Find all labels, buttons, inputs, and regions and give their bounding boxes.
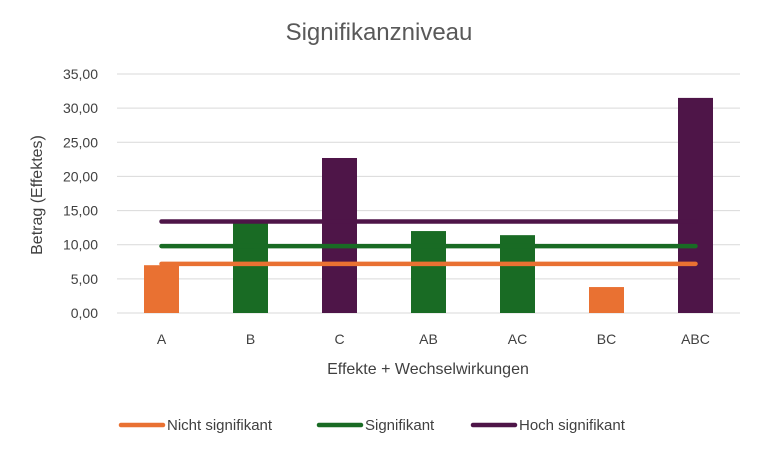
bar-b [233,222,268,313]
y-axis-ticks: 0,00 5,00 10,00 15,00 20,00 25,00 30,00 35,00 [63,66,98,321]
y-tick-label: 25,00 [63,134,98,150]
x-tick-label: BC [597,331,616,347]
legend-label: Signifikant [365,417,435,434]
bar-ab [411,231,446,313]
legend-item: Hoch signifikant [470,417,626,434]
y-tick-label: 10,00 [63,237,98,253]
x-tick-label: AC [508,331,527,347]
y-tick-label: 15,00 [63,203,98,219]
x-axis-ticks: A B C AB AC BC ABC [157,331,710,347]
threshold-lines [159,219,698,267]
legend: Nicht signifikant Signifikant Hoch signifi… [118,417,626,434]
x-tick-label: ABC [681,331,710,347]
bar-bc [589,287,624,313]
x-tick-label: C [334,331,344,347]
legend-item: Signifikant [316,417,435,434]
y-tick-label: 20,00 [63,168,98,184]
y-tick-label: 0,00 [71,305,98,321]
legend-item: Nicht signifikant [118,417,273,434]
legend-label: Nicht signifikant [167,417,273,434]
x-axis-title: Effekte + Wechselwirkungen [327,361,529,378]
y-axis-title: Betrag (Effektes) [29,135,46,255]
bars [144,97,713,314]
x-tick-label: A [157,331,167,347]
bar-c [322,157,357,313]
x-tick-label: AB [419,331,438,347]
x-tick-label: B [246,331,255,347]
bar-abc [678,97,713,314]
y-tick-label: 5,00 [71,271,98,287]
bar-a [144,265,179,313]
y-tick-label: 35,00 [63,66,98,82]
chart-title: Signifikanzniveau [286,19,473,46]
legend-label: Hoch signifikant [519,417,626,434]
y-tick-label: 30,00 [63,100,98,116]
